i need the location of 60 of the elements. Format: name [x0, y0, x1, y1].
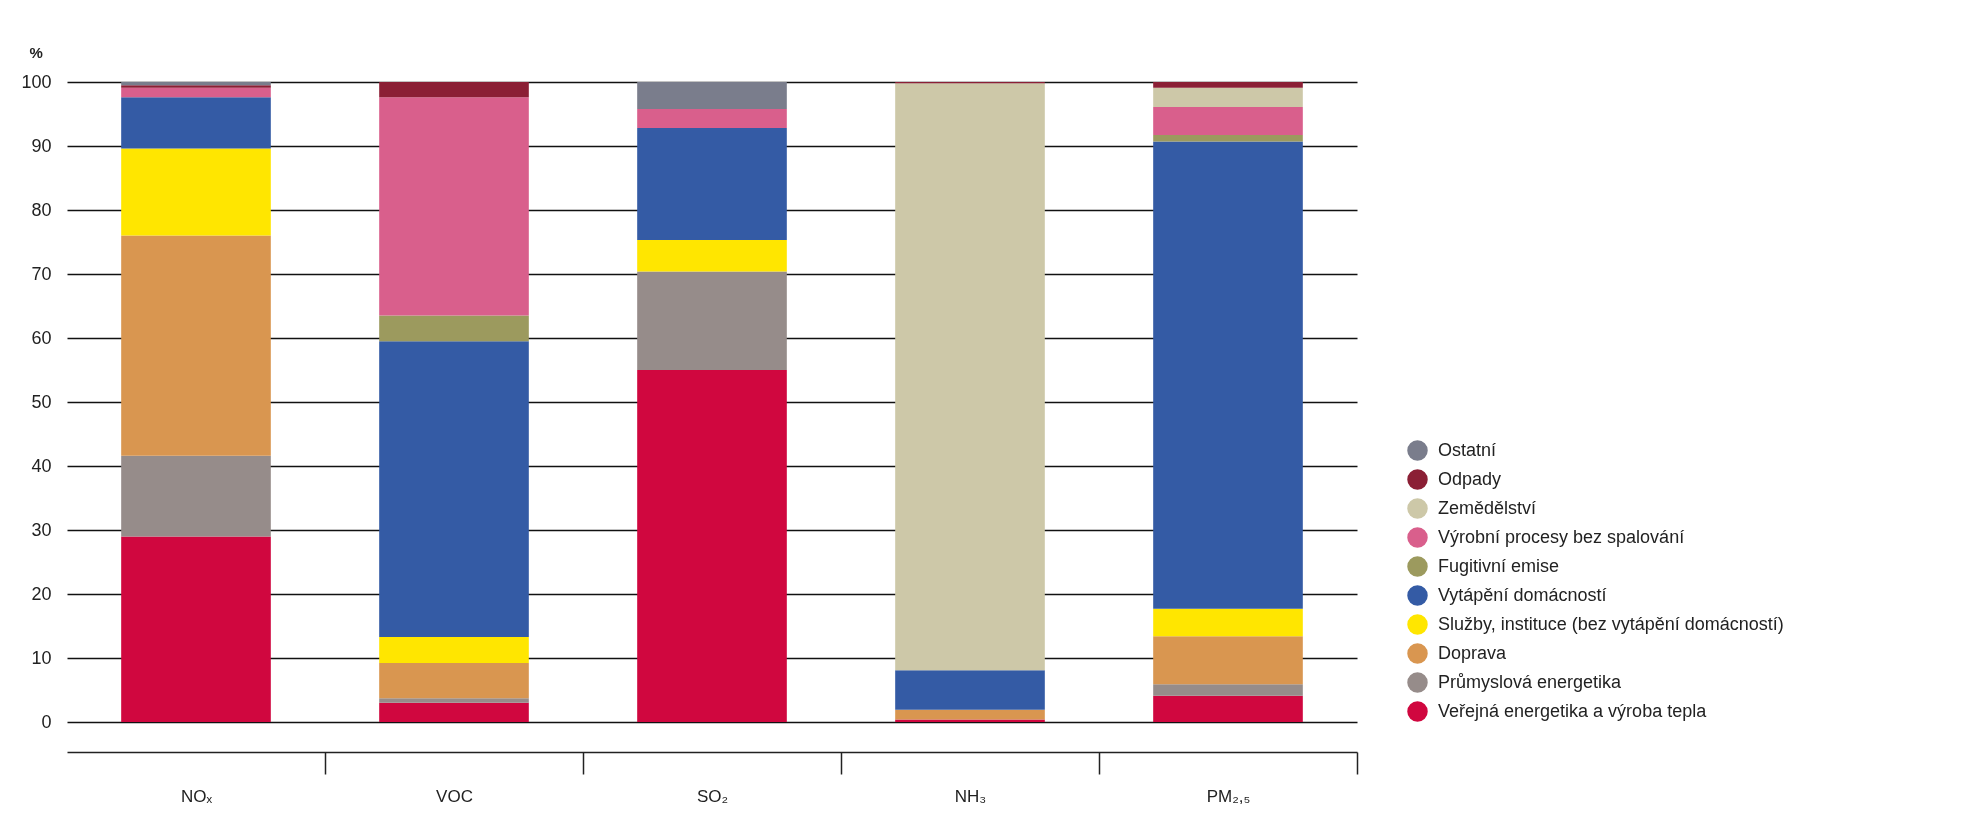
- legend-label: Fugitivní emise: [1438, 555, 1560, 576]
- bar: [121, 97, 271, 149]
- x-tick-label: NOₓ: [180, 786, 213, 806]
- bar: [1153, 695, 1303, 722]
- bar: [1153, 106, 1303, 136]
- bar: [379, 97, 529, 316]
- y-tick-label: 50: [31, 391, 52, 412]
- bar: [379, 698, 529, 703]
- legend-label: Doprava: [1438, 642, 1508, 663]
- legend-label: Vytápění domácností: [1438, 584, 1607, 605]
- bar: [637, 82, 787, 109]
- bar: [637, 108, 787, 129]
- legend-label: Veřejná energetika a výroba tepla: [1438, 700, 1708, 721]
- bar: [1153, 684, 1303, 696]
- bar: [895, 719, 1045, 722]
- bar: [379, 636, 529, 664]
- y-tick-label: 0: [41, 711, 52, 732]
- legend-label: Výrobní procesy bez spalování: [1438, 526, 1685, 547]
- y-tick-label: 60: [31, 327, 52, 348]
- bar: [895, 83, 1045, 671]
- legend-label: Zemědělství: [1438, 497, 1537, 518]
- bar: [121, 87, 271, 98]
- bar: [1153, 135, 1303, 142]
- bar: [379, 82, 529, 98]
- bar: [1153, 141, 1303, 609]
- bar: [121, 235, 271, 456]
- bar: [379, 702, 529, 722]
- y-tick-label: 90: [31, 135, 52, 156]
- x-tick-label: SO₂: [696, 786, 729, 806]
- bar: [121, 455, 271, 537]
- y-tick-label: 30: [31, 519, 52, 540]
- y-tick-label: 10: [31, 647, 52, 668]
- bar: [1153, 87, 1303, 107]
- bar: [895, 709, 1045, 720]
- y-tick-label: 20: [31, 583, 52, 604]
- legend-label: Ostatní: [1438, 439, 1497, 460]
- bar: [895, 670, 1045, 710]
- y-tick-label: 80: [31, 199, 52, 220]
- legend-label: Průmyslová energetika: [1438, 671, 1623, 692]
- bar: [121, 536, 271, 722]
- bar: [379, 341, 529, 637]
- bar: [1153, 636, 1303, 685]
- bar: [637, 271, 787, 370]
- legend-label: Odpady: [1438, 468, 1502, 489]
- x-tick-label: PM₂,₅: [1206, 786, 1251, 806]
- bar: [379, 315, 529, 342]
- y-tick-label: 70: [31, 263, 52, 284]
- y-tick-label: 40: [31, 455, 52, 476]
- bar: [637, 370, 787, 722]
- legend-label: Služby, instituce (bez vytápění domácností): [1438, 613, 1784, 634]
- bar: [637, 128, 787, 241]
- y-tick-label: 100: [21, 71, 52, 92]
- x-tick-label: NH₃: [954, 786, 987, 806]
- bar: [1153, 82, 1303, 88]
- y-axis-title: %: [29, 43, 43, 61]
- bar: [379, 663, 529, 699]
- x-tick-label: VOC: [436, 786, 473, 806]
- bar: [1153, 608, 1303, 637]
- bar: [121, 148, 271, 236]
- bar: [637, 240, 787, 272]
